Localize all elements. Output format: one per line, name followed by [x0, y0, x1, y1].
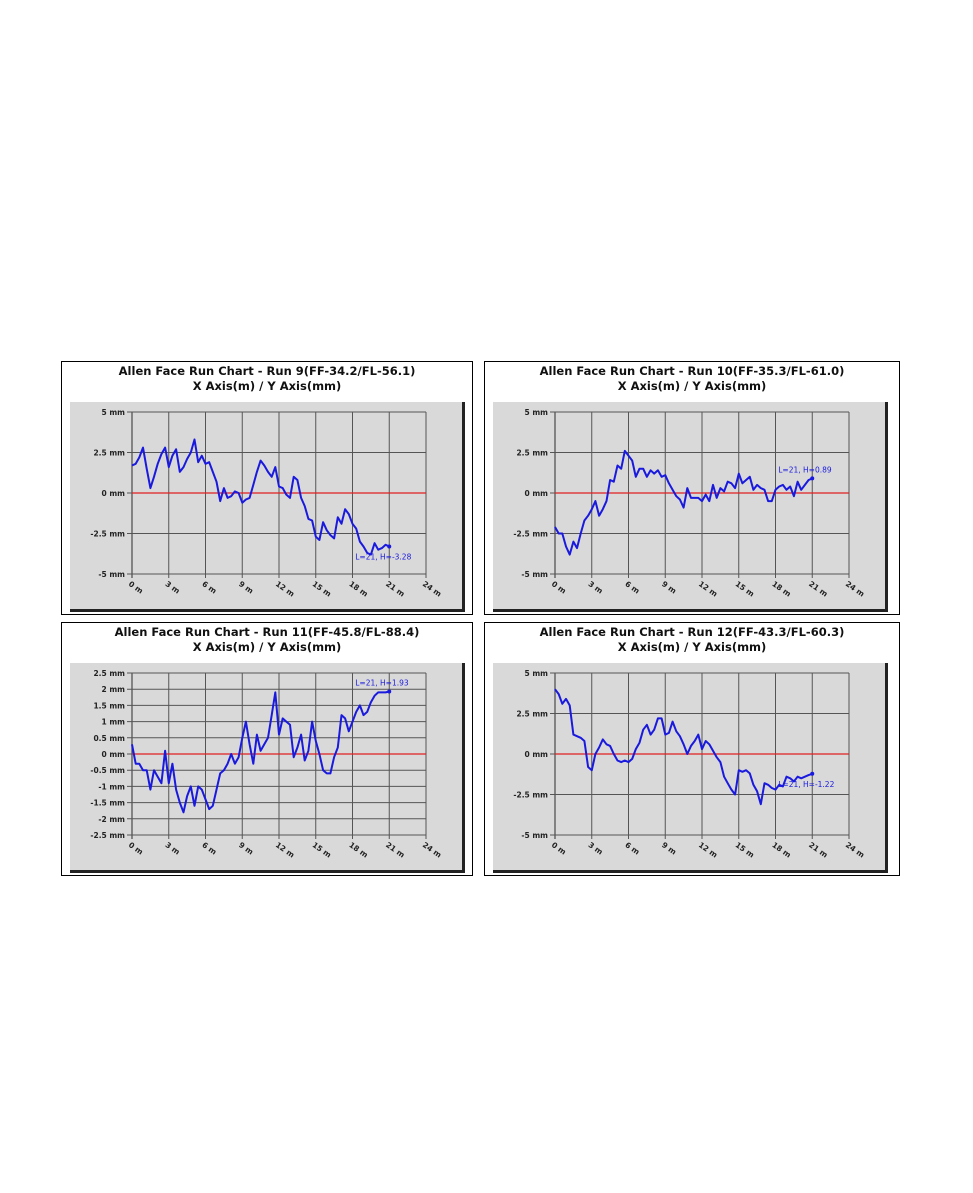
x-tick-label: 12 m: [697, 840, 719, 859]
series-line: [131, 690, 390, 814]
y-tick-label: 2.5 mm: [516, 710, 548, 719]
chart-title-line2: X Axis(m) / Y Axis(mm): [617, 640, 767, 654]
y-tick-label: 2.5 mm: [93, 449, 125, 458]
x-tick-label: 6 m: [623, 579, 641, 595]
x-tick-label: 0 m: [127, 840, 145, 856]
x-tick-label: 3 m: [164, 579, 182, 595]
chart-panel-1: Allen Face Run Chart - Run 9(FF-34.2/FL-…: [61, 361, 473, 615]
chart-panel-3: Allen Face Run Chart - Run 11(FF-45.8/FL…: [61, 622, 473, 876]
x-tick-label: 21 m: [384, 579, 406, 598]
chart-panel-2: Allen Face Run Chart - Run 10(FF-35.3/FL…: [484, 361, 900, 615]
x-tick-label: 9 m: [660, 579, 678, 595]
chart-title: Allen Face Run Chart - Run 9(FF-34.2/FL-…: [62, 364, 472, 394]
y-tick-label: -5 mm: [521, 570, 548, 579]
y-tick-label: 0 mm: [102, 750, 126, 759]
data-point-marker: [810, 476, 815, 481]
y-tick-label: -0.5 mm: [90, 766, 125, 775]
y-tick-label: -5 mm: [521, 831, 548, 840]
chart-title-line1: Allen Face Run Chart - Run 11(FF-45.8/FL…: [114, 625, 420, 639]
y-tick-label: 1.5 mm: [93, 701, 125, 710]
data-label-annotation: L=21, H=-1.22: [778, 780, 834, 789]
x-tick-label: 0 m: [550, 579, 568, 595]
chart-svg: 5 mm 2.5 mm 0 mm -2.5 mm -5 mm0 m 3 m 6 m 9 m 12…: [513, 408, 866, 599]
chart-title-line2: X Axis(m) / Y Axis(mm): [192, 640, 342, 654]
x-tick-label: 24 m: [421, 840, 443, 859]
x-tick-label: 18 m: [347, 579, 369, 598]
x-tick-label: 21 m: [807, 840, 829, 859]
y-tick-label: 5 mm: [525, 669, 549, 678]
x-tick-label: 24 m: [844, 579, 866, 598]
y-tick-label: -2 mm: [98, 815, 125, 824]
y-tick-label: 0.5 mm: [93, 734, 125, 743]
data-point-marker: [810, 771, 815, 776]
y-tick-label: -1.5 mm: [90, 799, 125, 808]
chart-title-line1: Allen Face Run Chart - Run 9(FF-34.2/FL-…: [118, 364, 416, 378]
y-tick-label: 5 mm: [102, 408, 126, 417]
x-tick-label: 21 m: [807, 579, 829, 598]
x-tick-label: 12 m: [274, 840, 296, 859]
x-tick-label: 3 m: [587, 840, 605, 856]
y-tick-label: 2.5 mm: [93, 669, 125, 678]
series-line: [131, 438, 390, 556]
chart-title-line2: X Axis(m) / Y Axis(mm): [617, 379, 767, 393]
x-tick-label: 18 m: [347, 840, 369, 859]
x-tick-label: 18 m: [770, 840, 792, 859]
chart-title: Allen Face Run Chart - Run 11(FF-45.8/FL…: [62, 625, 472, 655]
x-tick-label: 0 m: [550, 840, 568, 856]
chart-svg: 2.5 mm 2 mm 1.5 mm 1 mm 0.5 mm 0 mm -0.5 mm -1 …: [90, 669, 443, 860]
plot-area: 5 mm 2.5 mm 0 mm -2.5 mm -5 mm 0 m 3 m 6 m 9 m 12…: [493, 402, 888, 612]
data-point-marker: [387, 544, 392, 549]
data-point-marker: [387, 689, 392, 694]
y-tick-label: 0 mm: [525, 750, 549, 759]
y-tick-label: -2.5 mm: [513, 791, 548, 800]
data-label-annotation: L=21, H=-3.28: [355, 552, 411, 561]
x-tick-label: 9 m: [237, 840, 255, 856]
chart-panel-4: Allen Face Run Chart - Run 12(FF-43.3/FL…: [484, 622, 900, 876]
x-tick-label: 6 m: [200, 579, 218, 595]
x-tick-label: 9 m: [660, 840, 678, 856]
x-tick-label: 0 m: [127, 579, 145, 595]
y-tick-label: -2.5 mm: [90, 831, 125, 840]
y-tick-label: -2.5 mm: [90, 530, 125, 539]
x-tick-label: 6 m: [623, 840, 641, 856]
x-tick-label: 12 m: [697, 579, 719, 598]
x-tick-label: 24 m: [844, 840, 866, 859]
x-tick-label: 15 m: [734, 579, 756, 598]
chart-title: Allen Face Run Chart - Run 12(FF-43.3/FL…: [485, 625, 899, 655]
data-label-annotation: L=21, H=0.89: [778, 465, 832, 474]
y-tick-label: 0 mm: [102, 489, 126, 498]
x-tick-label: 3 m: [164, 840, 182, 856]
x-tick-label: 6 m: [200, 840, 218, 856]
chart-title-line2: X Axis(m) / Y Axis(mm): [192, 379, 342, 393]
series-line: [554, 688, 813, 806]
chart-svg: 5 mm 2.5 mm 0 mm -2.5 mm -5 mm0 m 3 m 6 m 9 m 12…: [90, 408, 443, 599]
x-tick-label: 15 m: [311, 579, 333, 598]
series-line: [554, 449, 813, 556]
x-tick-label: 21 m: [384, 840, 406, 859]
y-tick-label: 5 mm: [525, 408, 549, 417]
chart-title-line1: Allen Face Run Chart - Run 12(FF-43.3/FL…: [539, 625, 845, 639]
x-tick-label: 15 m: [734, 840, 756, 859]
data-label-annotation: L=21, H=1.93: [355, 678, 409, 687]
x-tick-label: 24 m: [421, 579, 443, 598]
x-tick-label: 18 m: [770, 579, 792, 598]
y-tick-label: -5 mm: [98, 570, 125, 579]
x-tick-label: 12 m: [274, 579, 296, 598]
y-tick-label: 2.5 mm: [516, 449, 548, 458]
x-tick-label: 15 m: [311, 840, 333, 859]
chart-title: Allen Face Run Chart - Run 10(FF-35.3/FL…: [485, 364, 899, 394]
plot-area: 5 mm 2.5 mm 0 mm -2.5 mm -5 mm 0 m 3 m 6 m 9 m 12…: [70, 402, 465, 612]
plot-area: 2.5 mm 2 mm 1.5 mm 1 mm 0.5 mm 0 mm -0.5 mm -1 …: [70, 663, 465, 873]
chart-title-line1: Allen Face Run Chart - Run 10(FF-35.3/FL…: [539, 364, 845, 378]
y-tick-label: -1 mm: [98, 782, 125, 791]
y-tick-label: 1 mm: [102, 718, 126, 727]
y-tick-label: -2.5 mm: [513, 530, 548, 539]
plot-area: 5 mm 2.5 mm 0 mm -2.5 mm -5 mm 0 m 3 m 6 m 9 m 12…: [493, 663, 888, 873]
y-tick-label: 0 mm: [525, 489, 549, 498]
x-tick-label: 9 m: [237, 579, 255, 595]
chart-svg: 5 mm 2.5 mm 0 mm -2.5 mm -5 mm0 m 3 m 6 m 9 m 12…: [513, 669, 866, 860]
x-tick-label: 3 m: [587, 579, 605, 595]
y-tick-label: 2 mm: [102, 685, 126, 694]
